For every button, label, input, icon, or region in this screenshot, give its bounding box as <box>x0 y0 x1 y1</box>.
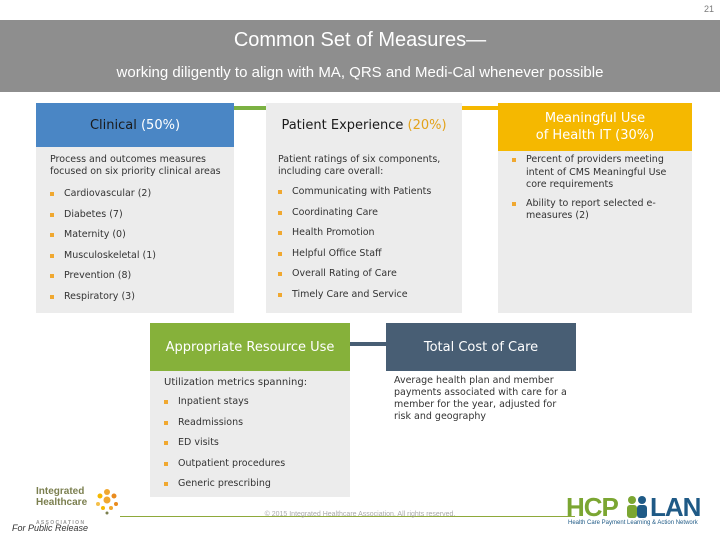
patient-experience-list: Communicating with Patients Coordinating… <box>278 186 458 309</box>
bullet-icon <box>512 158 516 162</box>
public-release-note: For Public Release <box>12 523 89 533</box>
clinical-pct: (50%) <box>140 117 181 133</box>
resource-use-intro: Utilization metrics spanning: <box>164 377 308 388</box>
ihc-logo-line1: Integrated <box>36 486 85 497</box>
ihc-logo-line2: Healthcare <box>36 497 88 508</box>
people-icon <box>627 496 647 518</box>
bullet-icon <box>164 461 168 466</box>
bullet-icon <box>164 420 168 425</box>
patient-experience-intro: Patient ratings of six components, inclu… <box>278 154 441 177</box>
resource-use-list: Inpatient stays Readmissions ED visits O… <box>164 396 344 499</box>
ihc-logo-icon <box>96 489 118 515</box>
health-it-pct: (30%) <box>615 128 655 143</box>
bullet-icon <box>50 253 54 258</box>
page-subtitle: working diligently to align with MA, QRS… <box>116 64 604 81</box>
bullet-icon <box>278 210 282 215</box>
resource-use-title: Appropriate Resource Use <box>165 339 335 355</box>
bullet-icon <box>164 400 168 404</box>
list-item: Generic prescribing <box>164 478 344 499</box>
hcp-logo-text: HCP <box>566 492 619 522</box>
footer-divider <box>120 516 575 517</box>
health-it-list: Percent of providers meeting intent of C… <box>512 154 682 223</box>
list-item: Health Promotion <box>278 227 458 248</box>
clinical-intro: Process and outcomes measures focused on… <box>50 154 221 177</box>
list-item: ED visits <box>164 437 344 458</box>
patient-experience-title: Patient Experience <box>281 117 404 133</box>
health-it-title-line2: of Health IT <box>535 128 612 143</box>
ihc-logo-line3: A S S O C I A T I O N <box>36 520 85 526</box>
list-item: Diabetes (7) <box>50 209 230 230</box>
list-item: Outpatient procedures <box>164 458 344 479</box>
page-number: 21 <box>703 4 714 14</box>
connector-clinical-patient <box>232 106 268 110</box>
list-item: Timely Care and Service <box>278 289 458 310</box>
resource-use-header: Appropriate Resource Use <box>150 323 350 371</box>
total-cost-text: Average health plan and member payments … <box>394 375 567 422</box>
total-cost-header: Total Cost of Care <box>386 323 576 371</box>
clinical-title: Clinical <box>89 117 137 133</box>
bullet-icon <box>278 292 282 297</box>
patient-experience-header: Patient Experience (20%) <box>266 103 462 147</box>
bullet-icon <box>50 212 54 217</box>
bullet-icon <box>164 482 168 486</box>
connector-patient-healthit <box>460 106 500 110</box>
bullet-icon <box>278 231 282 235</box>
page-title: Common Set of Measures— <box>233 29 487 51</box>
bullet-icon <box>50 233 54 237</box>
hcp-lan-tagline: Health Care Payment Learning & Action Ne… <box>568 520 698 526</box>
bullet-icon <box>278 190 282 194</box>
bullet-icon <box>278 251 282 256</box>
bullet-icon <box>50 274 54 278</box>
patient-experience-pct: (20%) <box>407 117 447 133</box>
copyright: © 2015 Integrated Healthcare Association… <box>264 511 456 518</box>
bullet-icon <box>50 294 54 299</box>
health-it-header: Meaningful Use of Health IT (30%) <box>498 103 692 151</box>
bullet-icon <box>164 441 168 445</box>
clinical-list: Cardiovascular (2) Diabetes (7) Maternit… <box>50 188 230 311</box>
list-item: Ability to report selected e-measures (2… <box>512 198 682 223</box>
list-item: Coordinating Care <box>278 207 458 228</box>
bullet-icon <box>278 272 282 276</box>
list-item: Helpful Office Staff <box>278 248 458 269</box>
list-item: Maternity (0) <box>50 229 230 250</box>
list-item: Cardiovascular (2) <box>50 188 230 209</box>
list-item: Communicating with Patients <box>278 186 458 207</box>
list-item: Inpatient stays <box>164 396 344 417</box>
bullet-icon <box>512 201 516 206</box>
list-item: Musculoskeletal (1) <box>50 250 230 271</box>
total-cost-title: Total Cost of Care <box>423 339 539 355</box>
bullet-icon <box>50 192 54 196</box>
clinical-header: Clinical (50%) <box>36 103 234 147</box>
connector-resource-cost <box>348 342 388 346</box>
list-item: Overall Rating of Care <box>278 268 458 289</box>
list-item: Respiratory (3) <box>50 291 230 312</box>
lan-logo-text: LAN <box>650 492 701 522</box>
title-banner <box>0 20 720 92</box>
list-item: Readmissions <box>164 417 344 438</box>
list-item: Percent of providers meeting intent of C… <box>512 154 682 192</box>
health-it-title-line1: Meaningful Use <box>544 111 646 126</box>
list-item: Prevention (8) <box>50 270 230 291</box>
